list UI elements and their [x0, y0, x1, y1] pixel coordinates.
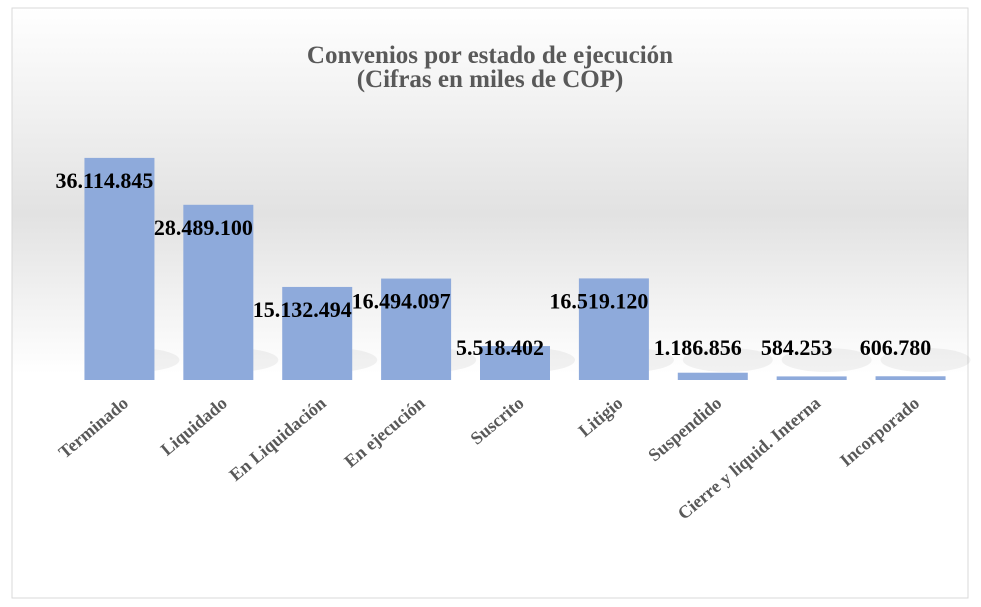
data-label: 5.518.402: [456, 335, 544, 360]
data-label: 584.253: [761, 335, 833, 360]
bar-shadow: [682, 348, 773, 372]
data-label: 1.186.856: [654, 335, 742, 360]
chart-subtitle: (Cifras en miles de COP): [357, 66, 624, 93]
data-label: 16.519.120: [549, 288, 648, 313]
chart-title: Convenios por estado de ejecución: [307, 42, 673, 69]
bar: [84, 157, 155, 380]
chart-area: [11, 7, 969, 599]
bar: [875, 376, 946, 380]
bar-shadow: [880, 348, 971, 372]
data-label: 36.114.845: [56, 168, 154, 193]
bar: [282, 286, 353, 380]
bar: [480, 346, 550, 380]
bar: [381, 278, 452, 380]
data-label: 16.494.097: [352, 289, 451, 314]
bar-shadow: [781, 348, 872, 372]
bar: [677, 372, 748, 380]
bar: [578, 278, 649, 380]
data-label: 606.780: [860, 335, 932, 360]
bar: [776, 376, 847, 380]
data-label: 28.489.100: [154, 215, 253, 240]
bar: [183, 204, 254, 380]
data-label: 15.132.494: [253, 297, 352, 322]
